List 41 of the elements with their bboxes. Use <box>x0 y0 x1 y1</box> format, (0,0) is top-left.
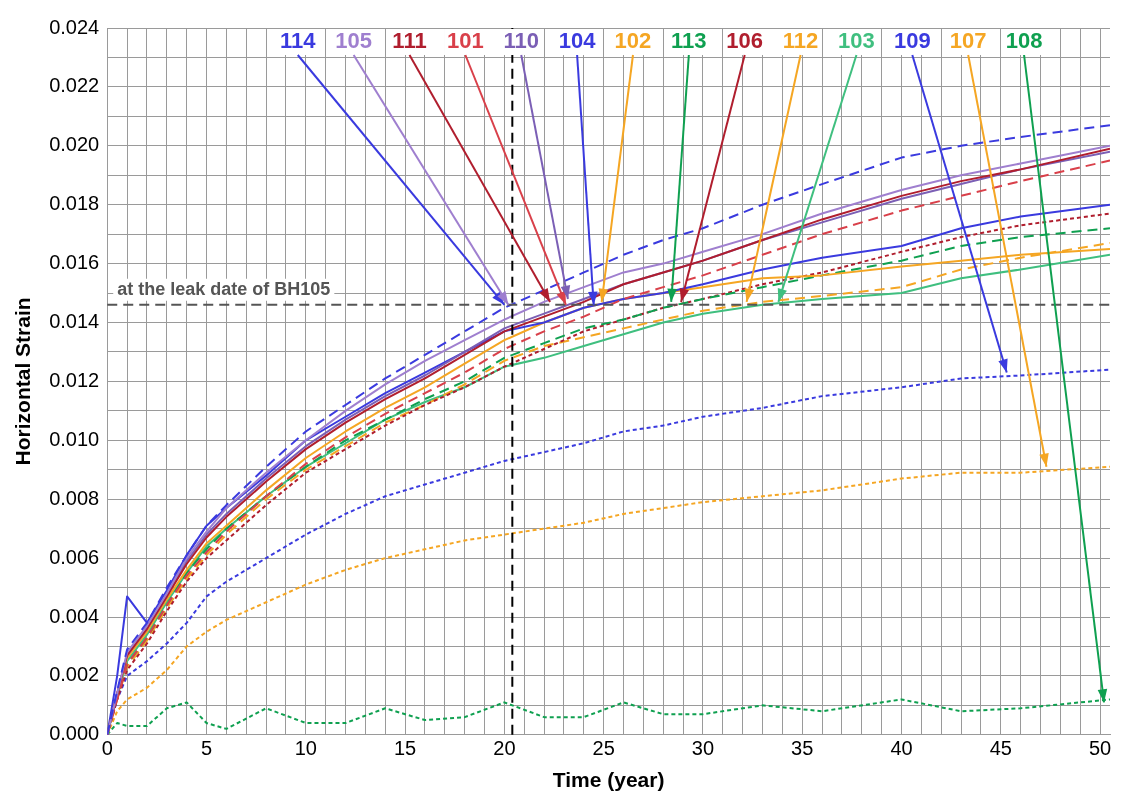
annotation: 107 <box>949 28 987 54</box>
annotation: 105 <box>335 28 372 54</box>
x-tick-label: 5 <box>200 737 213 760</box>
y-tick-label: 0.020 <box>49 133 100 156</box>
y-tick-label: 0.010 <box>49 427 100 450</box>
annotation: 109 <box>893 28 931 54</box>
x-tick-label: 0 <box>101 737 113 760</box>
annotation: 111 <box>392 28 427 54</box>
y-tick-label: 0.022 <box>49 74 100 97</box>
y-tick-label: 0.004 <box>49 604 100 627</box>
y-tick-label: 0.024 <box>49 15 100 38</box>
x-tick-label: 40 <box>890 737 913 760</box>
y-tick-label: 0.014 <box>49 310 100 333</box>
annotation: 101 <box>447 28 484 54</box>
annotation: 113 <box>671 28 707 54</box>
annotation: 106 <box>726 28 764 54</box>
y-tick-label: 0.018 <box>49 192 100 215</box>
x-axis-title: Time (year) <box>552 768 665 792</box>
y-tick-label: 0.000 <box>49 722 100 745</box>
annotation: 112 <box>782 28 819 54</box>
y-tick-label: 0.016 <box>49 251 100 274</box>
x-tick-label: 30 <box>691 737 715 760</box>
annotation: 102 <box>614 28 652 54</box>
y-tick-label: 0.002 <box>49 663 100 686</box>
x-tick-label: 45 <box>989 737 1012 760</box>
y-tick-label: 0.006 <box>49 545 100 568</box>
annotation: 104 <box>558 28 597 54</box>
annotation: 108 <box>1005 28 1043 54</box>
annotation: 103 <box>838 28 875 54</box>
ref-line-label: at the leak date of BH105 <box>117 278 331 299</box>
y-tick-label: 0.012 <box>49 368 100 391</box>
x-tick-label: 25 <box>592 737 615 760</box>
y-axis-title: Horizontal Strain <box>11 297 35 466</box>
x-tick-label: 35 <box>791 737 814 760</box>
x-tick-label: 20 <box>493 737 516 760</box>
y-tick-label: 0.008 <box>49 486 100 509</box>
annotation: 110 <box>503 28 539 54</box>
x-tick-label: 50 <box>1088 737 1112 760</box>
x-tick-label: 10 <box>294 737 317 760</box>
x-tick-label: 15 <box>393 737 417 760</box>
annotation: 114 <box>280 28 317 54</box>
